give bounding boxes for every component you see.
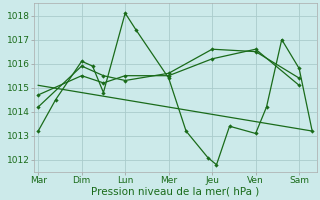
X-axis label: Pression niveau de la mer( hPa ): Pression niveau de la mer( hPa ) bbox=[91, 187, 259, 197]
